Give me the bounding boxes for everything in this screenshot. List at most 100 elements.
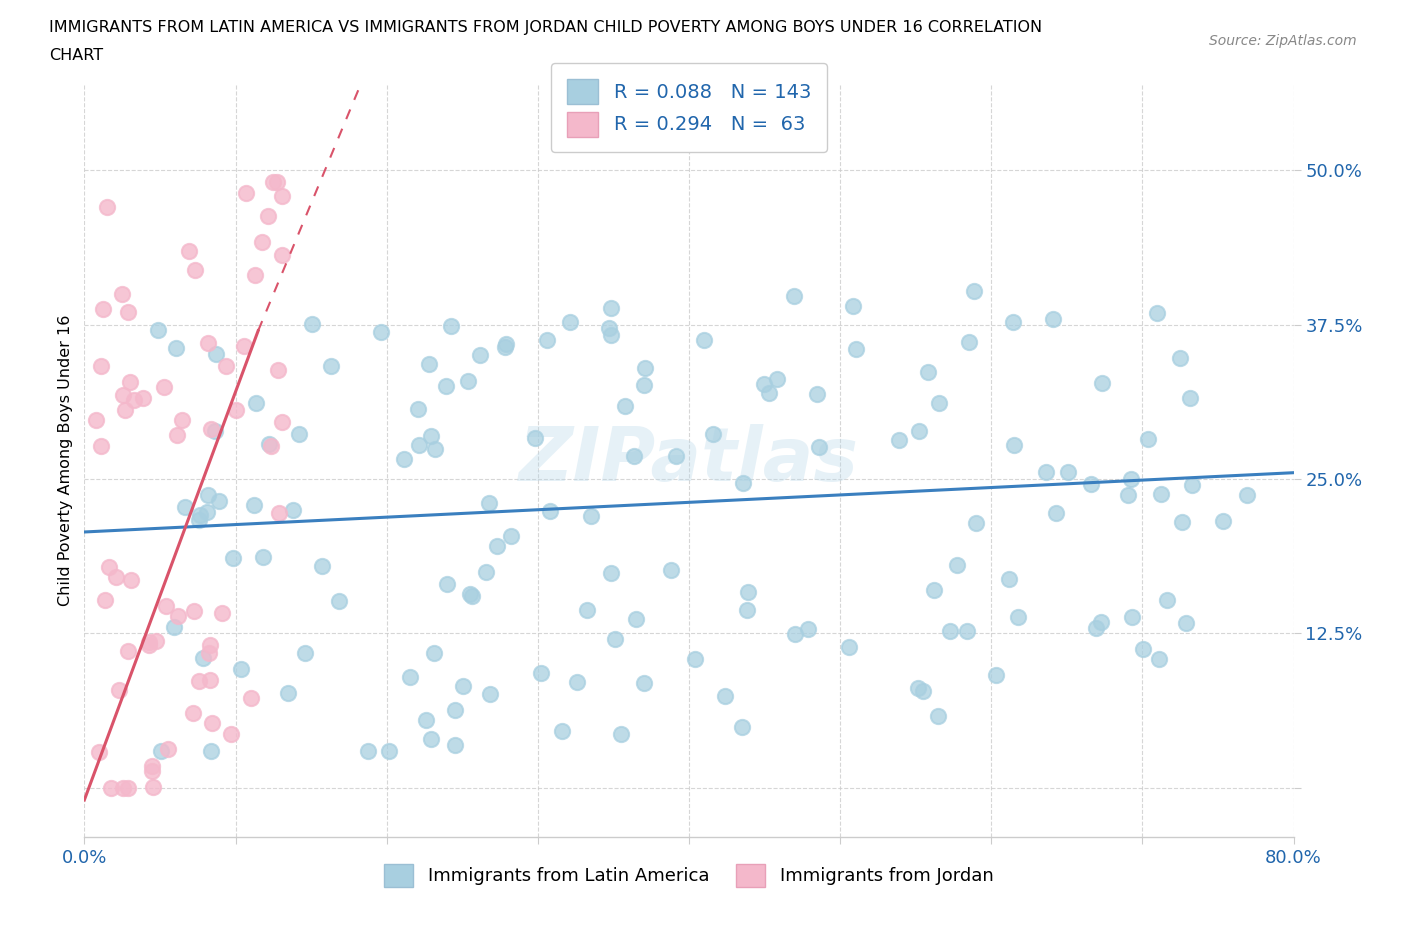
Point [731,475,754,490]
Point [478,686,501,701]
Point [600,566,623,581]
Point [132,391,155,405]
Point [434,379,457,393]
Point [221,551,243,565]
Point [215,359,238,374]
Point [538,504,561,519]
Point [575,602,598,617]
Point [1035,465,1057,480]
Point [530,665,553,680]
Point [1181,478,1204,493]
Point [188,508,211,523]
Point [758,385,780,400]
Point [458,587,481,602]
Point [560,315,582,330]
Point [451,679,474,694]
Point [1156,592,1178,607]
Point [523,431,546,445]
Point [195,505,218,520]
Point [783,626,806,641]
Point [235,186,257,201]
Point [122,392,145,407]
Point [93,592,115,607]
Point [1091,376,1114,391]
Point [399,670,422,684]
Point [142,780,165,795]
Point [198,638,221,653]
Point [838,640,860,655]
Point [783,289,806,304]
Point [167,608,190,623]
Text: IMMIGRANTS FROM LATIN AMERICA VS IMMIGRANTS FROM JORDAN CHILD POVERTY AMONG BOYS: IMMIGRANTS FROM LATIN AMERICA VS IMMIGRA… [49,20,1042,35]
Point [259,438,281,453]
Point [200,743,222,758]
Point [436,577,458,591]
Point [262,175,284,190]
Point [1084,620,1107,635]
Point [420,429,443,444]
Point [957,335,980,350]
Point [1002,438,1025,453]
Point [104,570,127,585]
Point [938,623,960,638]
Point [91,301,114,316]
Point [845,341,868,356]
Point [188,512,211,527]
Point [499,528,522,543]
Point [277,685,299,700]
Point [1170,514,1192,529]
Point [927,709,949,724]
Point [702,427,724,442]
Point [205,346,228,361]
Point [714,688,737,703]
Point [270,415,292,430]
Text: ZIPatlas: ZIPatlas [519,424,859,497]
Point [581,509,603,524]
Point [633,378,655,392]
Point [922,582,945,597]
Point [956,624,979,639]
Text: Source: ZipAtlas.com: Source: ZipAtlas.com [1209,34,1357,48]
Point [257,436,280,451]
Point [198,646,221,661]
Point [692,333,714,348]
Point [146,323,169,338]
Point [605,631,627,646]
Point [536,332,558,347]
Point [165,341,187,356]
Point [419,731,441,746]
Point [917,365,939,379]
Point [111,388,134,403]
Point [163,619,186,634]
Point [1236,488,1258,503]
Point [153,379,176,394]
Point [100,780,122,795]
Point [283,503,305,518]
Point [912,683,935,698]
Point [271,248,294,263]
Point [842,299,865,313]
Point [157,742,180,757]
Text: CHART: CHART [49,48,103,63]
Point [965,515,987,530]
Point [266,175,288,190]
Point [243,498,266,512]
Point [908,424,931,439]
Point [141,759,163,774]
Point [418,357,440,372]
Point [889,432,911,447]
Point [1042,312,1064,326]
Point [444,737,467,752]
Point [108,683,131,698]
Point [370,324,392,339]
Point [737,585,759,600]
Point [478,496,501,511]
Point [181,706,204,721]
Point [256,208,278,223]
Point [565,675,588,690]
Point [294,645,316,660]
Point [198,673,221,688]
Point [1001,315,1024,330]
Point [613,398,636,413]
Point [1116,487,1139,502]
